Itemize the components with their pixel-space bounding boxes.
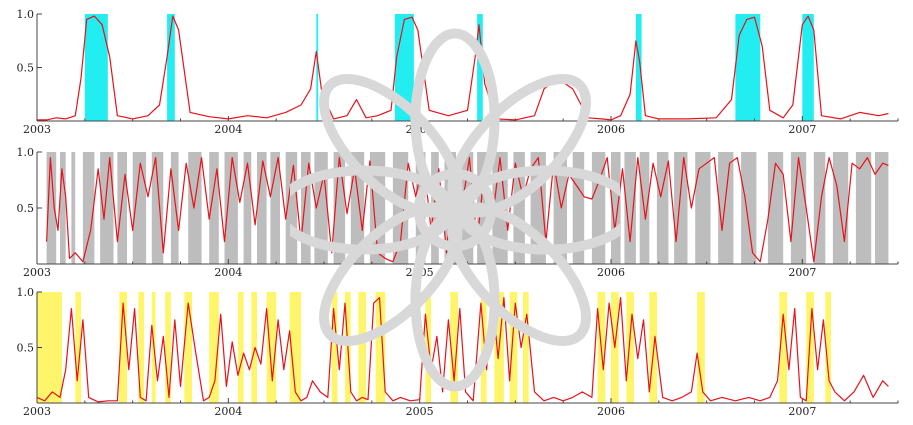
highlight-band	[257, 152, 267, 264]
highlight-band	[649, 292, 657, 403]
panel-2: 0.5 1.0 2003 2004 2005 2006 2007	[17, 146, 899, 279]
x-tick-label: 2005	[406, 405, 434, 418]
highlight-band	[138, 292, 145, 403]
highlight-band	[394, 14, 414, 121]
highlight-band	[60, 152, 66, 264]
x-tick-label: 2004	[214, 405, 242, 418]
highlight-band	[735, 14, 761, 121]
highlight-band	[718, 152, 734, 264]
highlight-band	[100, 152, 114, 264]
highlight-band	[825, 292, 831, 403]
x-tick-label: 2007	[788, 405, 816, 418]
x-tick-label: 2003	[23, 123, 51, 136]
highlight-band	[509, 292, 518, 403]
highlight-band	[697, 292, 705, 403]
y-tick-label: 0.5	[17, 342, 35, 355]
highlight-band	[270, 152, 280, 264]
x-tick-label: 2003	[23, 405, 51, 418]
panel-1: 0.5 1.0 2003 2004 2005 2006 2007	[17, 8, 899, 136]
x-tick-label: 2005	[406, 266, 434, 279]
highlight-band	[46, 152, 57, 264]
highlight-band	[82, 152, 95, 264]
highlight-band	[375, 292, 386, 403]
highlight-band	[656, 152, 669, 264]
x-tick-label: 2004	[214, 266, 242, 279]
x-tick-label: 2006	[597, 123, 625, 136]
highlight-band	[209, 152, 219, 264]
x-tick-label: 2006	[597, 266, 625, 279]
highlight-band	[624, 152, 636, 264]
highlight-band	[350, 152, 365, 264]
highlight-band	[119, 292, 127, 403]
highlight-band	[170, 152, 179, 264]
highlight-band	[75, 292, 81, 403]
highlight-band	[132, 152, 147, 264]
highlight-band	[674, 152, 688, 264]
highlight-band	[875, 152, 889, 264]
x-tick-label: 2006	[597, 405, 625, 418]
highlight-band	[635, 14, 642, 121]
highlight-band	[553, 152, 567, 264]
highlight-band	[71, 152, 76, 264]
x-tick-label: 2007	[788, 123, 816, 136]
highlight-band	[695, 152, 711, 264]
y-tick-label: 1.0	[17, 8, 35, 21]
highlight-band	[237, 292, 244, 403]
highlight-band	[251, 292, 257, 403]
highlight-band	[530, 152, 546, 264]
highlight-band	[741, 152, 757, 264]
series-line	[36, 297, 889, 403]
y-tick-label: 1.0	[17, 286, 35, 299]
highlight-band	[151, 152, 164, 264]
highlight-band	[431, 152, 439, 264]
x-tick-label: 2003	[23, 266, 51, 279]
highlight-band	[572, 152, 585, 264]
highlight-band	[832, 152, 849, 264]
highlight-band	[209, 292, 219, 403]
y-tick-label: 1.0	[17, 146, 35, 159]
highlight-band	[316, 14, 319, 121]
highlight-band	[117, 152, 127, 264]
highlight-band	[790, 152, 807, 264]
highlight-band	[779, 292, 788, 403]
highlight-band	[165, 292, 171, 403]
highlight-band	[184, 292, 192, 403]
highlight-band	[167, 14, 175, 121]
y-tick-label: 0.5	[17, 62, 35, 75]
highlight-band	[243, 152, 252, 264]
x-tick-label: 2005	[406, 123, 434, 136]
y-tick-label: 0.5	[17, 202, 35, 215]
highlight-band	[767, 152, 784, 264]
highlight-band	[855, 152, 872, 264]
highlight-band	[266, 292, 277, 403]
highlight-band	[523, 292, 529, 403]
highlight-band	[331, 292, 338, 403]
highlight-band	[802, 14, 814, 121]
x-tick-label: 2004	[214, 123, 242, 136]
x-tick-label: 2007	[788, 266, 816, 279]
highlight-band	[84, 14, 108, 121]
panel-3: 0.5 1.0 2003 2004 2005 2006 2007	[17, 286, 899, 418]
highlight-band	[415, 152, 426, 264]
highlight-band	[392, 152, 409, 264]
highlight-band	[626, 292, 634, 403]
highlight-band	[289, 292, 302, 403]
series-line	[37, 15, 889, 121]
highlight-band	[358, 292, 367, 403]
highlight-band	[224, 152, 238, 264]
highlight-band	[813, 152, 826, 264]
